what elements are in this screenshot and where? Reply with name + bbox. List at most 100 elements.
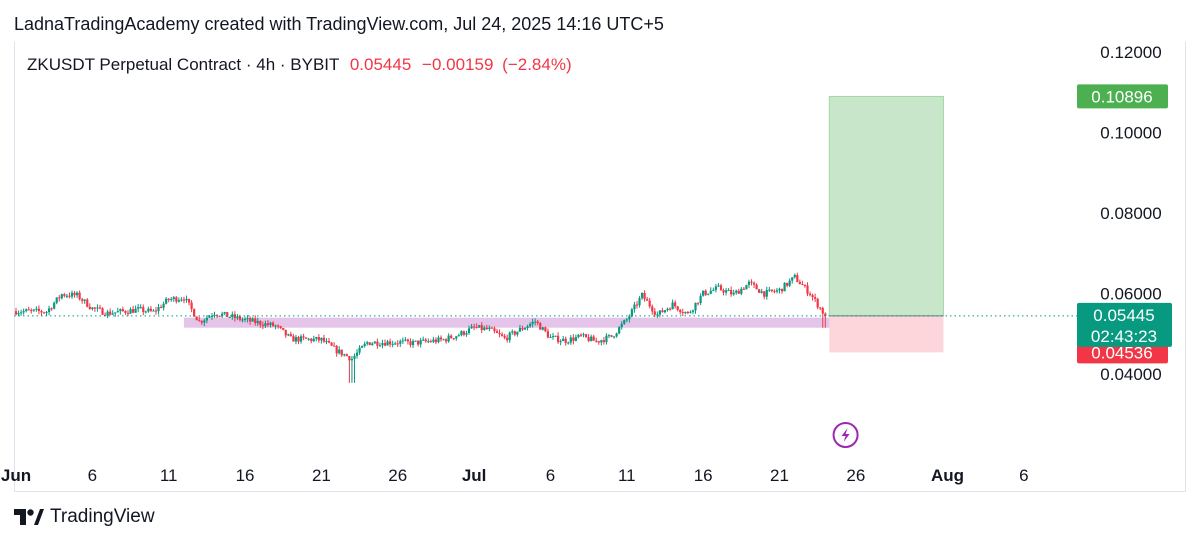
candle-body [796,275,799,282]
candle-body [63,294,66,296]
stop-price-tag [1077,341,1168,364]
candle-body [86,299,89,307]
candle-body [325,341,328,343]
candle-body [712,289,715,291]
candle-body [137,307,140,309]
candle-body [452,338,455,340]
target-price-label: 0.10896 [1091,87,1152,106]
candle-body [399,341,402,344]
candle-body [396,343,399,345]
candle-body [322,337,326,342]
candle-body [243,319,247,321]
candle-body [93,307,96,309]
candle-body [91,307,94,309]
candle-body [417,340,420,345]
candle-body [131,309,135,313]
candle-body [732,292,735,295]
candle-body [572,337,575,341]
time-tick: 26 [846,466,865,485]
candle-body [162,303,165,308]
price-tick: 0.06000 [1100,285,1161,304]
candle-body [503,335,506,338]
candle-body [106,311,109,316]
candle-body [597,341,600,343]
candle-body [470,326,473,329]
candle-body [559,341,562,343]
candle-body [55,297,58,303]
candle-body [679,309,682,313]
candle-body [53,302,56,309]
candle-body [582,334,585,336]
candle-body [457,335,460,337]
candle-body [424,339,427,342]
candle-body [806,285,809,294]
candle-body [355,352,359,356]
chart-credit: LadnaTradingAcademy created with Trading… [14,14,664,34]
candle-body [404,339,407,341]
candle-body [422,339,425,341]
candle-body [758,289,761,293]
candle-body [65,295,68,297]
time-tick: 6 [546,466,555,485]
candle-body [200,320,203,323]
candle-body [330,342,333,346]
candle-body [541,327,544,330]
candle-body [333,345,336,347]
candle-body [546,331,550,338]
candle-body [73,292,76,296]
price-tick: 0.12000 [1100,43,1161,62]
time-tick: 11 [160,466,178,485]
candle-body [282,327,285,330]
candle-body [139,307,142,309]
price-tick: 0.10000 [1100,124,1161,143]
candle-body [124,310,127,313]
candle-body [536,321,539,324]
candle-body [159,307,163,309]
candle-body [760,291,763,293]
candle-body [666,308,669,311]
candle-body [287,334,290,336]
candle-body [88,306,91,309]
candle-body [742,288,745,290]
candle-body [17,313,20,315]
candle-body [646,299,649,301]
candle-body [745,285,748,290]
candle-body [699,295,702,304]
stop-zone [829,315,944,353]
price-change-percent: (−2.84%) [502,55,572,74]
target-zone [828,95,944,317]
candle-body [750,281,753,283]
tradingview-brand[interactable]: TradingView [14,506,155,528]
candle-body [801,284,804,286]
candle-body [694,302,697,311]
candle-body [702,290,705,296]
candle-body [437,337,440,343]
candle-body [284,329,287,336]
candle-body [434,339,438,343]
candle-body [668,308,672,310]
last-price-label: 0.05445 [1093,306,1154,325]
candle-body [528,324,532,327]
last-price: 0.05445 [349,55,412,74]
candle-body [518,327,522,332]
candle-body [531,321,534,325]
time-tick: 21 [312,466,331,485]
candle-body [686,312,689,314]
candle-body [419,340,422,345]
candle-body [824,313,827,316]
candle-body [508,332,511,341]
candle-body [317,337,320,341]
candle-body [554,335,557,337]
candle-body [289,334,292,337]
support-zone-layer [183,317,849,328]
candle-body [213,315,216,317]
candle-body [373,341,376,344]
candle-body [681,312,684,314]
time-tick: 16 [236,466,255,485]
candle-body [389,341,392,345]
candle-body [663,310,667,313]
candle-body [361,346,364,348]
candle-body [595,340,598,342]
time-tick: 16 [694,466,713,485]
